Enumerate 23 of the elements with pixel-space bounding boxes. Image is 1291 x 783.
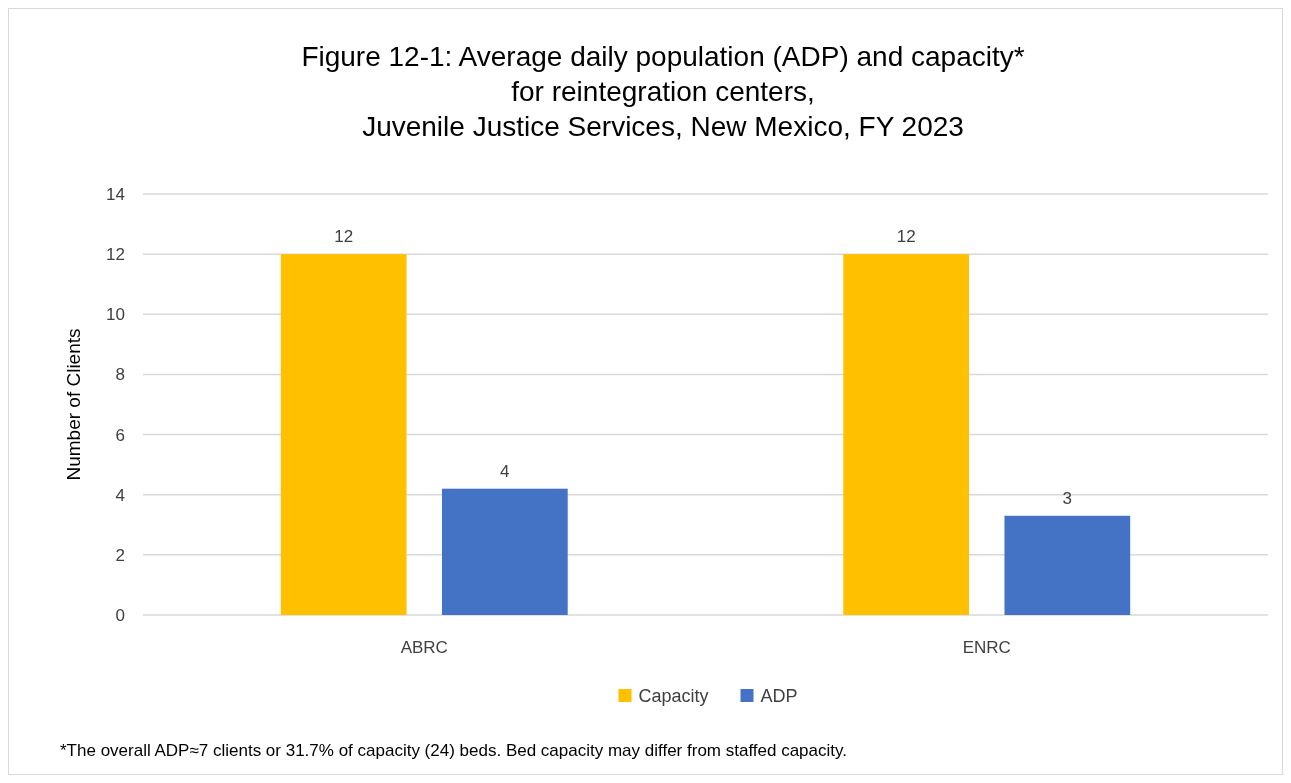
- text: *The overall ADP≈7 clients or 31.7% of capacity (24) beds. Bed capacity may differ from staffed capacity.: [60, 741, 847, 760]
- y-tick-label: 2: [115, 545, 125, 565]
- data-label: 4: [500, 461, 510, 481]
- x-tick-label: ENRC: [962, 638, 1011, 657]
- chart-title: Figure 12-1: Average daily population (ADP) and capacity* for reintegration centers, Juvenile Justice Services, New Mexico, FY 2023: [301, 41, 1025, 142]
- bar: [280, 254, 407, 615]
- data-label: 12: [334, 227, 354, 247]
- legend-label: Capacity: [638, 686, 709, 706]
- data-label: 12: [896, 227, 916, 247]
- legend-label: ADP: [760, 686, 798, 706]
- y-tick-label: 4: [115, 485, 125, 505]
- bar: [1004, 515, 1131, 615]
- y-tick-label: 8: [115, 365, 125, 385]
- y-tick-label: 0: [115, 606, 125, 625]
- y-tick-label: 10: [106, 305, 125, 325]
- bar: [843, 254, 970, 615]
- y-tick-label: 12: [106, 245, 125, 265]
- bar: [441, 488, 568, 615]
- x-tick-label: ABRC: [400, 638, 448, 657]
- data-label: 3: [1062, 488, 1073, 508]
- y-tick-label: 14: [106, 185, 125, 204]
- y-tick-label: 6: [115, 425, 125, 445]
- y-axis-title: Number of Clients: [63, 328, 84, 481]
